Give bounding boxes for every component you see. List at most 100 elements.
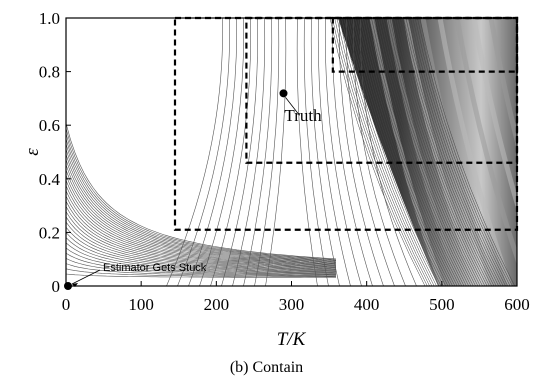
y-tick-label: 1.0 [39, 9, 60, 28]
contour-line [310, 18, 340, 286]
stuck-point [64, 282, 72, 290]
contour-line [396, 18, 492, 286]
shade-band [369, 18, 445, 286]
contour-line [339, 18, 384, 286]
contour-line [332, 18, 428, 286]
contour-line [403, 18, 499, 286]
contour-line [66, 273, 336, 278]
contour-line [66, 138, 337, 262]
contour-line [380, 18, 476, 286]
contour-line [373, 18, 469, 286]
contour-line [407, 18, 504, 286]
shade-band [403, 18, 479, 286]
contour-line [398, 18, 495, 286]
contour-line [375, 18, 472, 286]
contour-line [243, 18, 273, 286]
contour-line [265, 18, 287, 286]
contour-line [221, 18, 259, 286]
contour-line [364, 18, 460, 286]
contour-line [66, 227, 337, 272]
x-tick-label: 200 [204, 295, 230, 314]
contour-line [199, 18, 244, 286]
contour-line [66, 258, 337, 276]
contour-line [66, 232, 337, 273]
contour-line [303, 18, 329, 286]
shade-band [471, 18, 517, 212]
contour-line [232, 18, 266, 286]
contour-line [66, 195, 337, 269]
contour-line [389, 18, 486, 286]
contour-line [391, 18, 488, 286]
contour-line [348, 18, 444, 286]
contour-line [405, 18, 502, 286]
contour-line [387, 18, 483, 286]
contour-line [166, 18, 223, 286]
contour-line [417, 18, 513, 286]
shade-band [488, 18, 517, 151]
contour-line [66, 128, 337, 260]
contour-line [336, 18, 433, 286]
y-tick-label: 0.8 [39, 63, 60, 82]
shade-band [420, 18, 496, 286]
contour-line [66, 201, 337, 269]
x-tick-label: 400 [354, 295, 380, 314]
contour-line [371, 18, 467, 286]
contour-line [366, 18, 463, 286]
y-axis-label: ε [22, 148, 43, 156]
contour-line [177, 18, 230, 286]
contour-line [401, 18, 497, 286]
contour-line [66, 268, 337, 278]
contour-line [414, 18, 511, 286]
marked-points: Truth Estimator Gets Stuck [64, 89, 322, 290]
contour-line [66, 206, 337, 270]
contour-line [66, 164, 337, 265]
contour-line [350, 18, 446, 286]
contour-line [66, 252, 336, 276]
contour-lines [66, 18, 517, 286]
contour-line [355, 18, 451, 286]
contour-line [334, 18, 430, 286]
contour-line [66, 143, 337, 262]
contour-line [210, 18, 251, 286]
figure-caption: (b) Contain [229, 359, 304, 376]
contour-line [361, 18, 458, 286]
contour-line [378, 18, 474, 286]
contour-line [412, 18, 509, 286]
contour-line [66, 247, 337, 275]
stuck-arrow [71, 269, 101, 285]
contour-line [368, 18, 465, 286]
truth-arrow [285, 97, 300, 116]
contour-line [329, 18, 426, 286]
contour-line [341, 18, 437, 286]
contour-line [66, 221, 337, 272]
y-tick-label: 0.4 [39, 170, 61, 189]
contour-line [66, 123, 337, 260]
contour-line [66, 180, 337, 267]
y-tick-label: 0.2 [39, 223, 60, 242]
contour-line [254, 18, 280, 286]
x-axis-ticks: 0 100 200 300 400 500 600 [62, 281, 530, 314]
x-axis-label: T/K [277, 329, 307, 350]
contour-line [317, 18, 351, 286]
contour-line [66, 216, 337, 271]
stuck-arrowhead [72, 283, 78, 287]
contour-line [382, 18, 479, 286]
contour-line [66, 237, 337, 274]
x-tick-label: 600 [504, 295, 530, 314]
x-tick-label: 300 [279, 295, 305, 314]
truth-label: Truth [284, 106, 322, 125]
stuck-label: Estimator Gets Stuck [103, 262, 207, 274]
y-tick-label: 0 [52, 277, 61, 296]
contour-line [384, 18, 481, 286]
contour-line [66, 190, 337, 268]
contour-line [394, 18, 490, 286]
contour-line [338, 18, 435, 286]
contour-line [345, 18, 442, 286]
contour-line [66, 169, 337, 265]
contour-line [66, 159, 337, 264]
x-tick-label: 500 [429, 295, 455, 314]
contour-line [352, 18, 449, 286]
contour-line [66, 185, 337, 267]
contour-line [66, 242, 337, 274]
